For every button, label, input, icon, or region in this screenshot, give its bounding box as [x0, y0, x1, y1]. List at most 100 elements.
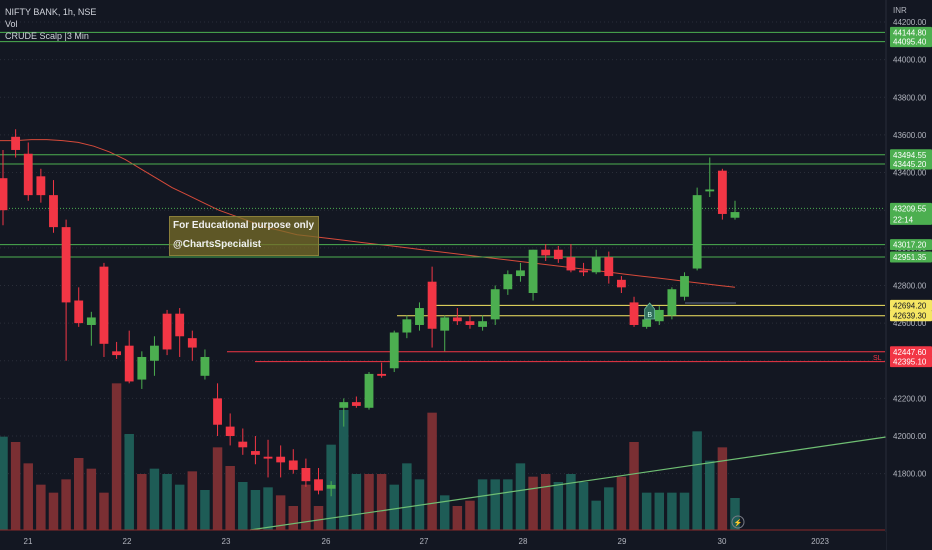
- y-tick-label: 42200.00: [893, 394, 927, 403]
- candle-body: [11, 136, 21, 150]
- volume-label: Vol: [5, 19, 18, 29]
- volume-bar: [528, 476, 538, 530]
- candle-body: [200, 356, 210, 376]
- volume-bar: [111, 383, 122, 530]
- volume-bar: [452, 506, 463, 530]
- candle-body: [339, 402, 349, 408]
- volume-bar: [137, 474, 147, 530]
- volume-bar: [238, 482, 248, 530]
- volume-bar: [604, 487, 614, 530]
- candle-body: [591, 257, 601, 273]
- volume-bar: [692, 431, 702, 530]
- candle-body: [528, 249, 538, 293]
- candle-body: [326, 484, 336, 489]
- candle-body: [36, 176, 46, 196]
- price-tag: [890, 346, 932, 358]
- volume-bar: [225, 466, 235, 530]
- currency-label: INR: [893, 6, 907, 15]
- price-tag-label: 42694.20: [893, 301, 927, 310]
- y-tick-label: 43400.00: [893, 169, 927, 178]
- volume-bar: [629, 442, 639, 530]
- price-tag: [890, 239, 932, 251]
- candle-body: [629, 302, 639, 325]
- x-tick-label: 26: [322, 537, 331, 546]
- volume-bar: [389, 484, 399, 530]
- volume-bar: [288, 506, 299, 530]
- volume-bar: [402, 463, 412, 530]
- candle-body: [238, 441, 248, 448]
- volume-bar: [339, 410, 349, 530]
- y-tick-label: 42800.00: [893, 281, 927, 290]
- volume-bar: [99, 492, 109, 530]
- candle-body: [389, 332, 399, 369]
- price-axis-background: [886, 0, 932, 550]
- candle-body: [465, 321, 475, 325]
- volume-bar: [187, 471, 198, 530]
- volume-bar: [616, 476, 627, 530]
- candle-body: [516, 270, 525, 277]
- sl-label: SL: [873, 355, 882, 362]
- buy-marker-icon: [644, 302, 656, 320]
- volume-bar: [174, 484, 185, 530]
- x-tick-label: 29: [618, 537, 627, 546]
- volume-bar: [439, 495, 450, 530]
- candle-body: [187, 338, 197, 348]
- candle-body: [717, 170, 727, 214]
- candle-body: [616, 279, 626, 288]
- y-tick-label: 42000.00: [893, 432, 927, 441]
- candle-body: [61, 227, 71, 303]
- candle-body: [452, 317, 462, 322]
- x-tick-label: 2023: [811, 537, 829, 546]
- volume-bar: [73, 458, 84, 530]
- volume-bar: [540, 474, 551, 530]
- price-tag-label: 43445.20: [893, 160, 927, 169]
- price-tag: [890, 202, 932, 225]
- candle-body: [503, 274, 513, 290]
- candle-body: [225, 426, 235, 437]
- buy-marker-label: B: [647, 312, 652, 319]
- price-tag-label: 44144.80: [893, 28, 927, 37]
- volume-bar: [162, 474, 172, 530]
- y-tick-label: 43600.00: [893, 131, 927, 140]
- candle-body: [0, 178, 8, 211]
- volume-bar: [212, 447, 223, 530]
- candle-body: [314, 479, 323, 491]
- candle-body: [351, 402, 361, 406]
- candle-body: [250, 451, 260, 455]
- volume-bar: [503, 479, 513, 530]
- time-axis-background: [0, 532, 886, 550]
- lightning-glyph: ⚡: [734, 518, 743, 527]
- x-tick-label: 22: [123, 537, 132, 546]
- volume-bar: [730, 498, 740, 530]
- candle-body: [440, 317, 450, 331]
- candle-body: [680, 276, 689, 297]
- candle-body: [137, 356, 147, 380]
- candle-body: [86, 317, 96, 325]
- candle-body: [112, 351, 122, 356]
- candle-body: [566, 257, 576, 271]
- volume-bar: [36, 484, 46, 530]
- volume-bar: [578, 482, 589, 530]
- candle-body: [604, 257, 614, 277]
- annotation-line-1: For Educational purpose only: [173, 220, 315, 231]
- candle-body: [730, 212, 740, 218]
- price-tag-label: 43017.20: [893, 241, 927, 250]
- price-tag-label: 42395.10: [893, 358, 927, 367]
- annotation-box: For Educational purpose only @ChartsSpec…: [169, 216, 319, 256]
- volume-bar: [351, 474, 362, 530]
- price-tag-label: 43209.55: [893, 204, 927, 213]
- candle-body: [49, 195, 58, 228]
- symbol-label: NIFTY BANK, 1h, NSE: [5, 7, 97, 17]
- countdown-label: 22:14: [893, 215, 914, 224]
- price-tag: [890, 310, 932, 322]
- volume-bar: [654, 492, 665, 530]
- candle-body: [301, 468, 311, 482]
- volume-bar: [591, 500, 601, 530]
- candle-body: [124, 345, 134, 382]
- candle-body: [541, 249, 551, 256]
- volume-bar: [275, 495, 286, 530]
- x-tick-label: 28: [519, 537, 528, 546]
- x-tick-label: 23: [222, 537, 231, 546]
- price-tag-label: 42951.35: [893, 253, 927, 262]
